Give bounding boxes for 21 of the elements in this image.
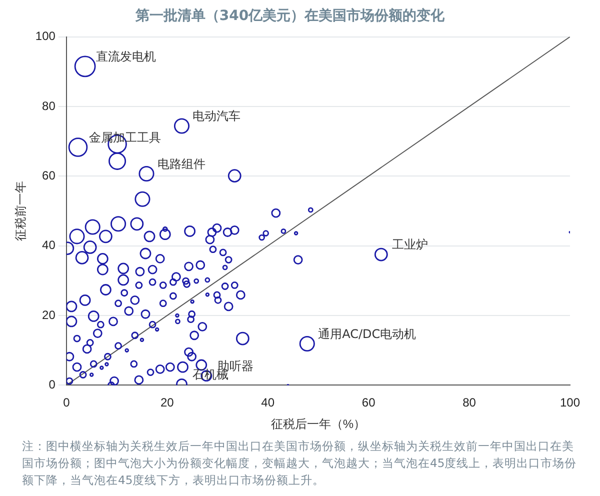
- annotation: 电路组件: [157, 156, 206, 171]
- y-tick-label: 60: [42, 168, 56, 182]
- y-tick-label: 80: [42, 98, 56, 113]
- x-axis-title: 征税后一年（%）: [270, 417, 366, 432]
- x-tick-label: 100: [560, 396, 580, 410]
- x-tick-label: 60: [362, 396, 376, 410]
- x-tick-label: 0: [63, 396, 70, 410]
- chart-title: 第一批清单（340亿美元）在美国市场份额的变化: [134, 7, 446, 24]
- annotation: 电动汽车: [192, 109, 241, 124]
- y-axis-title: 征税前一年: [14, 181, 28, 241]
- y-tick-label: 40: [42, 238, 56, 252]
- y-tick-label: 100: [35, 29, 56, 44]
- y-tick-label: 20: [42, 308, 56, 322]
- x-tick-label: 80: [462, 396, 476, 410]
- annotation: 工业炉: [392, 238, 428, 252]
- annotation: 直流发电机: [96, 50, 156, 64]
- annotation: 通用AC/DC电动机: [318, 326, 416, 341]
- text: 注：图中横坐标轴为关税生效后一年中国出口在美国市场份额，纵坐标轴为关税生效前一年中国出口在美国市场份额；图中气泡大小为份额变化幅度，变幅越大，气泡越大；当气泡在45度线上，表明出口市场份额下降，当气泡在45度线下方，表明出口市场份额上升。: [22, 438, 578, 489]
- x-tick-label: 40: [261, 396, 275, 410]
- y-tick-label: 0: [48, 378, 56, 392]
- x-tick-label: 20: [160, 396, 174, 410]
